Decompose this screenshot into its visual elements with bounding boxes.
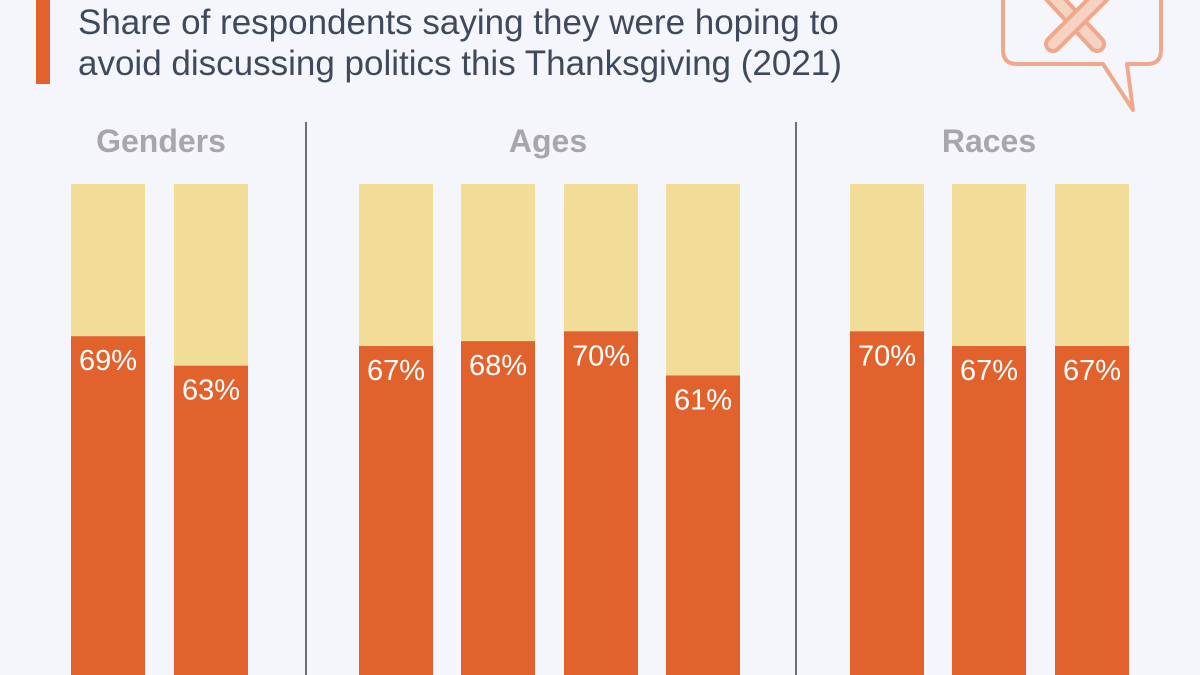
bar [71, 336, 145, 675]
bar-remainder [174, 184, 248, 366]
chart-title-line-2: avoid discussing politics this Thanksgiv… [78, 44, 842, 83]
title-accent-bar [36, 0, 50, 84]
bar [174, 365, 248, 675]
data-label: 68% [469, 350, 527, 382]
chart-title: Share of respondents saying they were ho… [78, 2, 998, 84]
group-label: Ages [509, 123, 587, 159]
bar [461, 341, 535, 675]
data-label: 63% [182, 375, 240, 407]
bar-remainder [666, 184, 740, 376]
bar-remainder [461, 184, 535, 342]
bar [359, 346, 433, 675]
bar-remainder [359, 184, 433, 347]
bar [564, 331, 638, 675]
group-label: Genders [96, 123, 226, 159]
data-label: 67% [1063, 355, 1121, 387]
bar [952, 346, 1026, 675]
bar [850, 331, 924, 675]
data-label: 67% [367, 355, 425, 387]
bar [666, 375, 740, 675]
data-label: 69% [79, 345, 137, 377]
bar-remainder [850, 184, 924, 332]
data-label: 67% [960, 355, 1018, 387]
speech-bubble-x-icon [1001, 0, 1163, 112]
bar-remainder [952, 184, 1026, 347]
data-label: 70% [572, 340, 630, 372]
chart-title-line-1: Share of respondents saying they were ho… [78, 3, 839, 42]
bar-remainder [1055, 184, 1129, 347]
bar-remainder [564, 184, 638, 332]
data-label: 61% [674, 384, 732, 416]
bar [1055, 346, 1129, 675]
bar-remainder [71, 184, 145, 337]
data-label: 70% [858, 340, 916, 372]
group-label: Races [942, 123, 1036, 159]
